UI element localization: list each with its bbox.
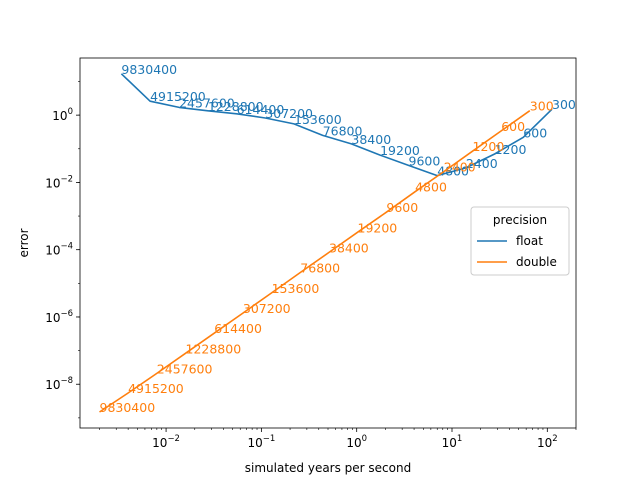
legend-box bbox=[470, 206, 570, 276]
data-label: 9830400 bbox=[121, 62, 177, 77]
data-label: 300 bbox=[552, 97, 576, 112]
data-label: 153600 bbox=[272, 281, 320, 296]
data-label: 4800 bbox=[437, 164, 469, 179]
legend-label-double: double bbox=[516, 255, 557, 269]
data-label: 38400 bbox=[351, 132, 391, 147]
data-label: 153600 bbox=[294, 112, 342, 127]
legend-title: precision bbox=[493, 213, 547, 227]
data-label: 600 bbox=[523, 125, 547, 140]
series-line-float bbox=[120, 73, 553, 177]
data-label: 300 bbox=[530, 99, 554, 114]
series-line-double bbox=[99, 110, 531, 413]
data-label: 614400 bbox=[214, 321, 262, 336]
x-axis-label: simulated years per second bbox=[245, 461, 411, 475]
data-label: 307200 bbox=[265, 106, 313, 121]
data-label: 19200 bbox=[380, 143, 420, 158]
legend-label-float: float bbox=[516, 234, 543, 248]
data-label: 76800 bbox=[300, 261, 340, 276]
data-label: 307200 bbox=[243, 301, 291, 316]
data-label: 38400 bbox=[329, 240, 369, 255]
data-label: 2400 bbox=[444, 160, 476, 175]
data-label: 9830400 bbox=[100, 400, 156, 415]
data-label: 1228800 bbox=[186, 341, 242, 356]
y-axis-label: error bbox=[17, 228, 31, 257]
series-double: 9830400491520024576001228800614400307200… bbox=[99, 99, 554, 415]
data-label: 2457600 bbox=[157, 361, 213, 376]
data-label: 1200 bbox=[473, 139, 505, 154]
data-label: 9600 bbox=[386, 200, 418, 215]
data-label: 2457600 bbox=[179, 95, 235, 110]
data-label: 614400 bbox=[237, 102, 285, 117]
data-label: 600 bbox=[501, 119, 525, 134]
data-label: 1228800 bbox=[208, 99, 264, 114]
data-label: 76800 bbox=[323, 123, 363, 138]
series-float: 9830400 491520024576001228800614400307200… bbox=[120, 62, 576, 179]
data-label: 9600 bbox=[409, 153, 441, 168]
legend: precision float double bbox=[470, 206, 570, 276]
data-label: 19200 bbox=[358, 220, 398, 235]
data-label: 4915200 bbox=[150, 89, 206, 104]
plot-area: 9830400491520024576001228800614400307200… bbox=[99, 62, 576, 415]
data-label: 4800 bbox=[415, 180, 447, 195]
data-label: 2400 bbox=[466, 156, 498, 171]
data-label: 1200 bbox=[495, 142, 527, 157]
data-label: 4915200 bbox=[128, 381, 184, 396]
